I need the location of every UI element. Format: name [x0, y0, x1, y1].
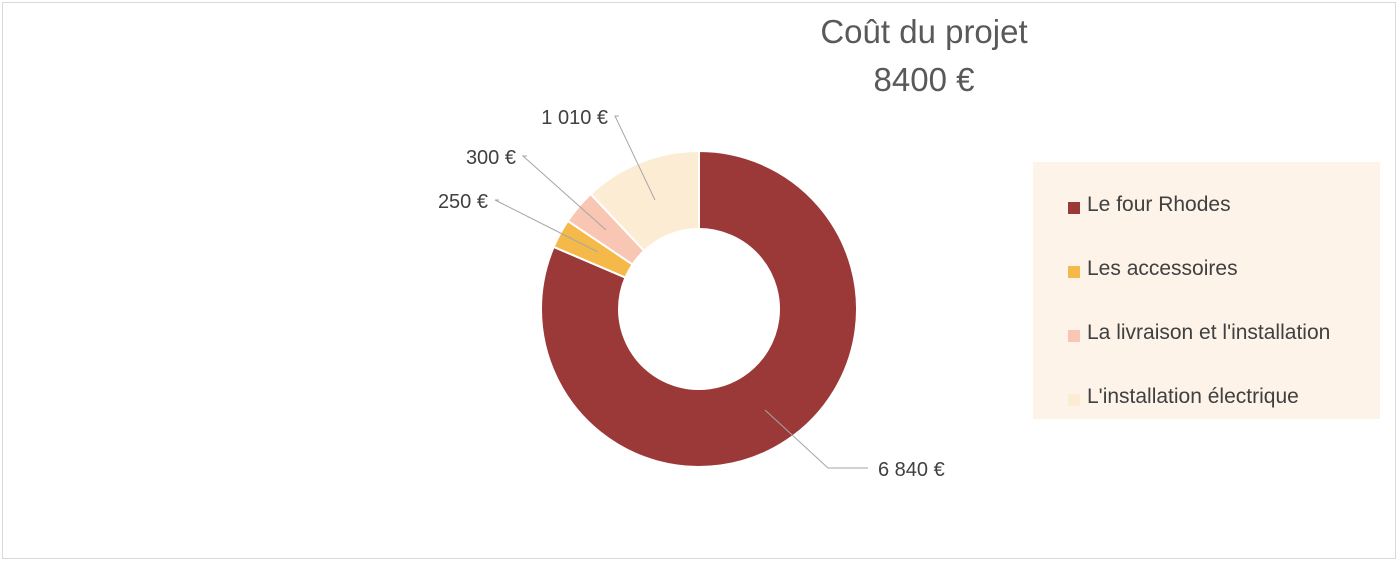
chart-title-block: Coût du projet 8400 € [724, 8, 1124, 104]
legend-label: Les accessoires [1087, 257, 1238, 280]
legend-label: Le four Rhodes [1087, 193, 1231, 216]
data-label: 300 € [466, 147, 516, 169]
legend-label: L'installation électrique [1087, 385, 1299, 408]
donut-slice [589, 149, 700, 253]
data-label: 250 € [438, 191, 488, 213]
legend-item: Le four Rhodes [1033, 176, 1380, 240]
legend-swatch [1068, 266, 1080, 278]
legend-item: Les accessoires [1033, 240, 1380, 304]
leader-line [764, 409, 868, 469]
data-label: 1 010 € [541, 107, 608, 129]
chart-title: Coût du projet [820, 13, 1028, 50]
chart-subtitle: 8400 € [873, 61, 975, 98]
legend-swatch [1068, 202, 1080, 214]
leader-line [494, 199, 599, 253]
legend-item: L'installation électrique [1033, 368, 1380, 432]
data-label: 6 840 € [878, 459, 945, 481]
leader-line [614, 115, 656, 201]
legend-item: La livraison et l'installation [1033, 304, 1380, 368]
legend-swatch [1068, 330, 1080, 342]
leader-line [521, 155, 607, 231]
legend-swatch [1068, 394, 1080, 406]
donut-slice [540, 149, 858, 468]
legend-label: La livraison et l'installation [1087, 321, 1331, 344]
chart-legend: Le four Rhodes Les accessoires La livrai… [1033, 162, 1380, 419]
